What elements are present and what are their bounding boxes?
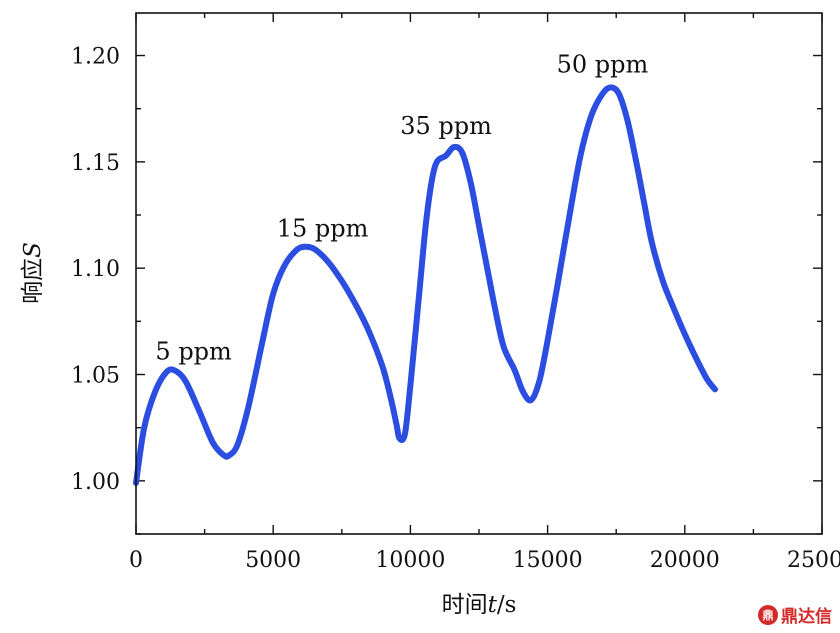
peak-annotation: 35 ppm [400, 112, 492, 140]
logo-text: 鼎达信 [781, 607, 832, 627]
y-tick-label: 1.20 [71, 45, 120, 70]
plot-frame [135, 12, 823, 535]
y-tick-label: 1.05 [71, 364, 120, 389]
logo-icon: 鼎 [758, 604, 778, 625]
y-tick-label: 1.00 [71, 470, 120, 495]
x-tick-label: 25000 [787, 548, 840, 573]
series-layer [133, 84, 718, 486]
y-axis-title: 响应S [20, 242, 46, 304]
peak-annotation: 50 ppm [557, 51, 649, 79]
x-tick-label: 20000 [650, 548, 720, 573]
peak-annotation: 5 ppm [155, 338, 232, 366]
x-tick-label: 5000 [245, 548, 301, 573]
x-tick-label: 0 [129, 548, 143, 573]
x-axis-title: 时间t/s [442, 592, 517, 618]
y-tick-label: 1.15 [71, 151, 120, 176]
x-tick-label: 10000 [375, 548, 445, 573]
peak-annotation: 15 ppm [277, 214, 369, 242]
y-axis-ticks: 1.00 1.05 1.10 1.15 1.20 [71, 45, 822, 535]
watermark-logo: 鼎 鼎达信 [758, 602, 832, 627]
annotation-layer: 5 ppm 15 ppm 35 ppm 50 ppm [155, 51, 648, 366]
series-line [133, 84, 718, 486]
y-tick-label: 1.10 [71, 257, 120, 282]
x-tick-label: 15000 [513, 548, 583, 573]
x-axis-ticks: 0 5000 10000 15000 20000 25000 [129, 13, 840, 573]
